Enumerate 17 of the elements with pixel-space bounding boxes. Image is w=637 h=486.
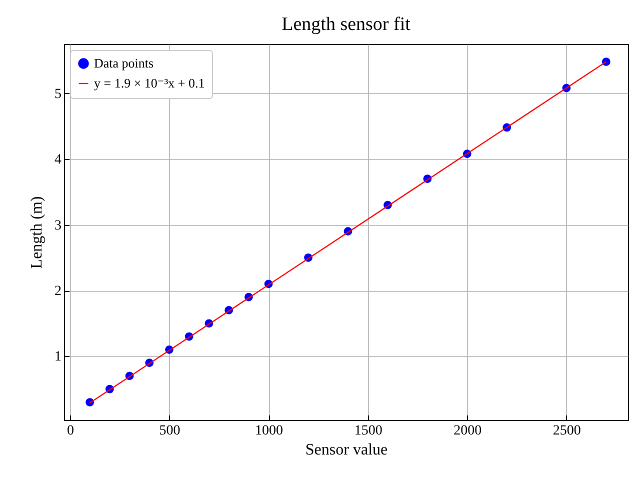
x-tick-label: 1500 [354,424,382,438]
chart-title: Length sensor fit [282,14,412,35]
y-tick-label: 1 [54,350,62,365]
y-tick-label: 3 [54,218,62,234]
x-tick-label: 1000 [255,424,284,438]
x-tick-label: 0 [66,424,74,438]
y-tick-label: 5 [54,86,62,102]
x-axis-title: Sensor value [305,442,388,458]
x-tick-label: 500 [159,424,180,438]
y-tick-label: 2 [54,284,62,300]
x-tick-label: 2000 [454,424,482,438]
y-axis-title: Length (m) [28,196,46,269]
x-tick-label: 2500 [552,424,581,438]
legend-label: y = 1.9 × 10⁻³x + 0.1 [94,76,205,90]
y-tick-label: 4 [54,152,62,168]
point [602,58,610,66]
legend-label: Data points [94,56,154,70]
